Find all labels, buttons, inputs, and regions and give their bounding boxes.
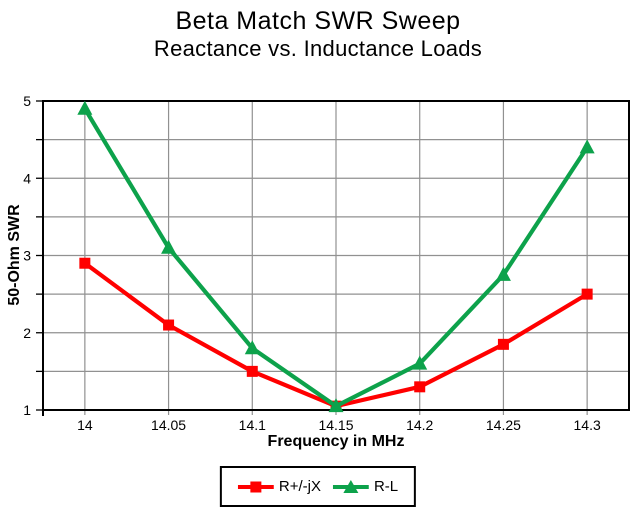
data-point-triangle [328,398,344,413]
data-point-triangle [77,100,93,115]
y-axis-title: 50-Ohm SWR [6,204,23,306]
y-tick-label: 5 [23,93,31,109]
chart-title: Beta Match SWR Sweep [175,7,461,35]
x-tick-label: 14.1 [239,417,266,433]
x-tick-label: 14.15 [318,417,353,433]
chart-subtitle: Reactance vs. Inductance Loads [153,36,483,61]
x-tick-label: 14.2 [406,417,433,433]
legend-swatch-square-icon [237,481,274,492]
y-tick-label: 3 [23,248,31,264]
gridlines [36,100,629,415]
data-point-square [163,319,175,331]
data-point-triangle [412,355,428,370]
series-r-l [77,100,595,413]
x-tick-label: 14 [77,417,93,433]
x-tick-label: 14.25 [486,417,521,433]
x-tick-label: 14.3 [574,417,601,433]
legend-item-r-l: R-L [332,478,399,495]
x-tick-label: 14.05 [151,417,186,433]
legend: R+/-jX R-L [219,466,417,507]
data-point-triangle [244,340,260,355]
legend-swatch-triangle-icon [332,479,369,493]
x-axis-title: Frequency in MHz [267,433,405,450]
data-point-square [246,365,258,377]
y-tick-label: 4 [23,170,31,186]
legend-label: R-L [373,478,399,495]
data-point-square [497,338,509,350]
legend-label: R+/-jX [278,478,321,495]
data-point-square [581,288,593,300]
data-point-square [414,381,426,393]
legend-item-r-jx: R+/-jX [237,478,321,495]
y-tick-label: 1 [23,402,31,418]
data-point-triangle [579,139,595,154]
data-point-square [79,257,91,269]
data-point-triangle [495,266,511,281]
data-point-triangle [161,239,177,254]
tick-labels: 14 14.05 14.1 14.15 14.2 14.25 14.3 1 2 3 4 5 [23,93,601,433]
y-tick-label: 2 [23,325,31,341]
